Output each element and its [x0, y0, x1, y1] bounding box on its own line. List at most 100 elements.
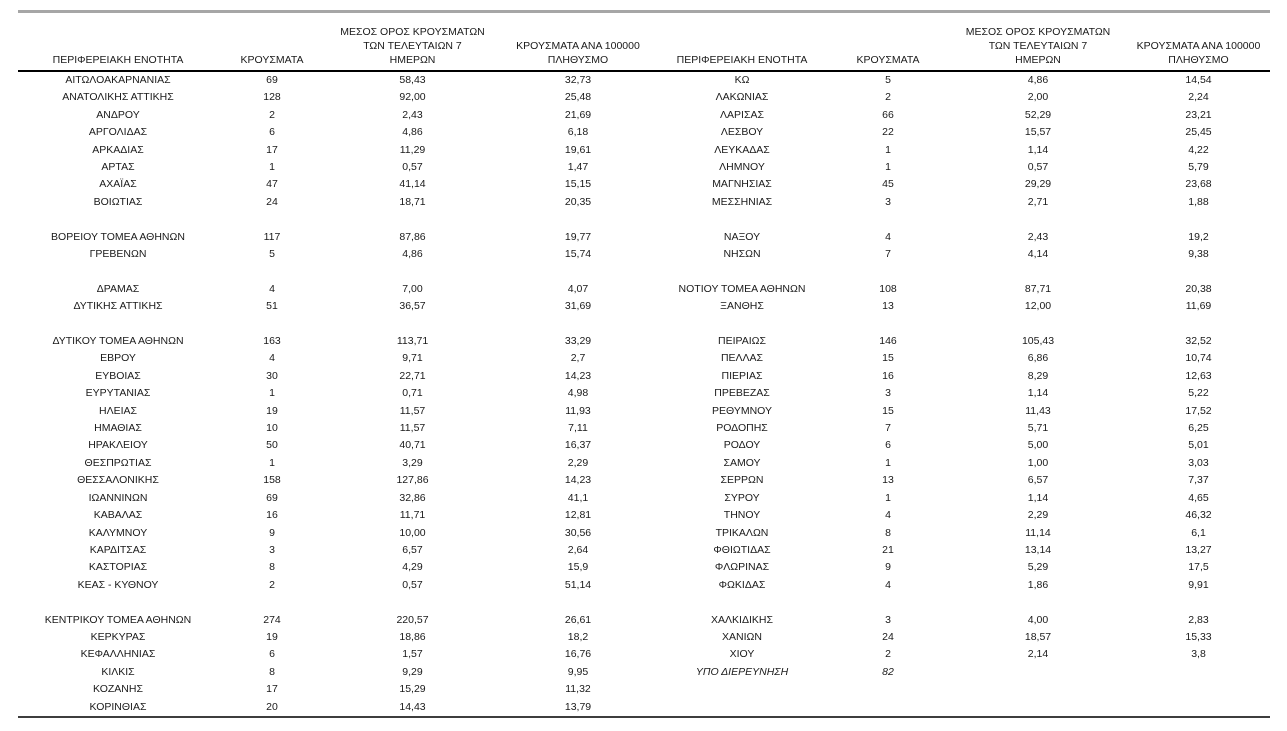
cases-cell	[827, 594, 949, 611]
cases-cell: 45	[882, 178, 894, 191]
avg7-cell	[949, 698, 1127, 718]
avg7-cell: 0,57	[1027, 161, 1049, 174]
table-row: ΚΕΝΤΡΙΚΟΥ ΤΟΜΕΑ ΑΘΗΝΩΝ 274 220,57 26,61 ΧΑΛΚ…	[18, 612, 1270, 629]
cases-cell: 5	[885, 74, 891, 86]
avg7-cell: 87,71	[1024, 282, 1052, 295]
per100k-cell: 12,81	[564, 509, 592, 522]
cases-cell	[218, 316, 326, 333]
avg7-cell: 11,29	[399, 143, 426, 156]
per100k-cell: 2,83	[1188, 613, 1209, 626]
cases-cell: 2	[269, 108, 275, 121]
table-row: ΗΛΕΙΑΣ 19 11,57 11,93 ΡΕΘΥΜΝΟΥ 15 11,43 17,52	[18, 403, 1270, 420]
per100k-cell: 1,88	[1188, 195, 1209, 208]
region-cell: ΕΒΡΟΥ	[100, 352, 136, 365]
per100k-cell: 41,1	[567, 491, 589, 504]
region-cell: ΥΠΟ ΔΙΕΡΕΥΝΗΣΗ	[695, 665, 789, 678]
region-cell: ΑΡΤΑΣ	[101, 161, 135, 174]
cases-cell: 20	[218, 698, 326, 718]
avg7-cell: 11,14	[1025, 526, 1051, 539]
cases-cell: 19	[266, 404, 278, 417]
avg7-cell: 2,43	[1027, 230, 1049, 243]
region-cell: ΦΛΩΡΙΝΑΣ	[714, 561, 770, 574]
per100k-cell: 19,77	[564, 230, 592, 243]
cases-cell: 17	[266, 683, 278, 696]
header-cases-right: ΚΡΟΥΣΜΑΤΑ	[827, 11, 949, 72]
table-row	[18, 594, 1270, 611]
cases-cell: 8	[885, 526, 891, 539]
table-row: ΚΕΡΚΥΡΑΣ 19 18,86 18,2 ΧΑΝΙΩΝ 24 18,57 15,33	[18, 629, 1270, 646]
per100k-cell: 19,2	[1188, 230, 1209, 243]
avg7-cell: 9,71	[402, 352, 423, 365]
region-cell: ΣΥΡΟΥ	[724, 491, 760, 504]
per100k-cell: 13,27	[1185, 543, 1212, 556]
table-row: ΔΡΑΜΑΣ 4 7,00 4,07 ΝΟΤΙΟΥ ΤΟΜΕΑ ΑΘΗΝΩΝ 108 87,…	[18, 281, 1270, 298]
avg7-cell: 4,86	[1027, 74, 1049, 86]
avg7-cell: 113,71	[396, 335, 429, 348]
avg7-cell: 4,86	[402, 126, 423, 139]
per100k-cell	[499, 594, 657, 611]
region-cell: ΦΘΙΩΤΙΔΑΣ	[713, 543, 771, 556]
cases-cell: 1	[885, 456, 891, 469]
table-row: ΒΟΙΩΤΙΑΣ 24 18,71 20,35 ΜΕΣΣΗΝΙΑΣ 3 2,71 1,88	[18, 194, 1270, 211]
avg7-cell	[326, 316, 499, 333]
avg7-cell: 14,43	[326, 698, 499, 718]
region-cell: ΒΟΡΕΙΟΥ ΤΟΜΕΑ ΑΘΗΝΩΝ	[51, 230, 185, 243]
region-cell: ΚΟΡΙΝΘΙΑΣ	[18, 698, 218, 718]
table-row: ΑΝΔΡΟΥ 2 2,43 21,69 ΛΑΡΙΣΑΣ 66 52,29 23,21	[18, 107, 1270, 124]
cases-cell: 24	[882, 630, 894, 643]
header-cases-left: ΚΡΟΥΣΜΑΤΑ	[218, 11, 326, 72]
cases-cell: 30	[266, 369, 278, 382]
cases-cell	[218, 211, 326, 228]
cases-cell: 274	[263, 613, 281, 626]
region-cell: ΑΡΚΑΔΙΑΣ	[92, 143, 144, 156]
cases-cell: 7	[885, 422, 891, 435]
region-cell	[657, 681, 827, 698]
cases-cell: 5	[269, 248, 275, 261]
table-row: ΑΝΑΤΟΛΙΚΗΣ ΑΤΤΙΚΗΣ 128 92,00 25,48 ΛΑΚΩΝΙΑΣ 2…	[18, 89, 1270, 106]
regional-cases-table: ΠΕΡΙΦΕΡΕΙΑΚΗ ΕΝΟΤΗΤΑ ΚΡΟΥΣΜΑΤΑ ΜΕΣΟΣ ΟΡΟ…	[18, 10, 1270, 718]
table-row: ΕΥΒΟΙΑΣ 30 22,71 14,23 ΠΙΕΡΙΑΣ 16 8,29 12,63	[18, 368, 1270, 385]
avg7-cell: 2,43	[402, 108, 423, 121]
cases-cell: 4	[885, 230, 891, 243]
cases-cell: 4	[269, 282, 275, 295]
region-cell: ΑΙΤΩΛΟΑΚΑΡΝΑΝΙΑΣ	[65, 74, 171, 86]
per100k-cell: 20,38	[1185, 282, 1212, 295]
region-cell: ΡΕΘΥΜΝΟΥ	[711, 404, 772, 417]
avg7-cell: 92,00	[399, 91, 426, 104]
region-cell: ΣΑΜΟΥ	[723, 456, 761, 469]
avg7-cell: 5,29	[1027, 561, 1049, 574]
avg7-cell: 0,71	[402, 387, 423, 400]
avg7-cell: 4,14	[1027, 248, 1049, 261]
table-row: ΒΟΡΕΙΟΥ ΤΟΜΕΑ ΑΘΗΝΩΝ 117 87,86 19,77 ΝΑΞΟΥ 4 2…	[18, 229, 1270, 246]
cases-cell: 3	[885, 613, 891, 626]
per100k-cell: 15,9	[567, 561, 589, 574]
per100k-cell	[499, 211, 657, 228]
avg7-cell: 1,14	[1027, 143, 1049, 156]
region-cell: ΚΙΛΚΙΣ	[101, 665, 135, 678]
table-row: ΙΩΑΝΝΙΝΩΝ 69 32,86 41,1 ΣΥΡΟΥ 1 1,14 4,65	[18, 490, 1270, 507]
region-cell	[18, 263, 218, 280]
region-cell: ΚΕΡΚΥΡΑΣ	[90, 630, 146, 643]
cases-cell: 4	[269, 352, 275, 365]
cases-cell: 146	[879, 335, 897, 348]
region-cell: ΣΕΡΡΩΝ	[720, 474, 764, 487]
region-cell: ΤΡΙΚΑΛΩΝ	[715, 526, 769, 539]
per100k-cell: 11,69	[1185, 300, 1212, 313]
per100k-cell: 14,54	[1185, 74, 1212, 86]
per100k-cell: 5,22	[1188, 387, 1209, 400]
avg7-cell	[949, 263, 1127, 280]
per100k-cell: 14,23	[564, 474, 592, 487]
region-cell: ΚΑΒΑΛΑΣ	[93, 509, 143, 522]
cases-cell: 24	[266, 195, 278, 208]
avg7-cell: 5,00	[1027, 439, 1049, 452]
cases-cell: 15	[882, 352, 894, 365]
cases-cell: 3	[885, 195, 891, 208]
per100k-cell: 23,21	[1185, 108, 1212, 121]
region-cell: ΤΗΝΟΥ	[723, 509, 761, 522]
table-row: ΚΑΛΥΜΝΟΥ 9 10,00 30,56 ΤΡΙΚΑΛΩΝ 8 11,14 6,1	[18, 525, 1270, 542]
table-row: ΚΟΡΙΝΘΙΑΣ 20 14,43 13,79	[18, 698, 1270, 718]
cases-cell: 1	[269, 387, 275, 400]
table-row: ΚΕΦΑΛΛΗΝΙΑΣ 6 1,57 16,76 ΧΙΟΥ 2 2,14 3,8	[18, 646, 1270, 663]
avg7-cell: 32,86	[399, 491, 426, 504]
table-row	[18, 263, 1270, 280]
